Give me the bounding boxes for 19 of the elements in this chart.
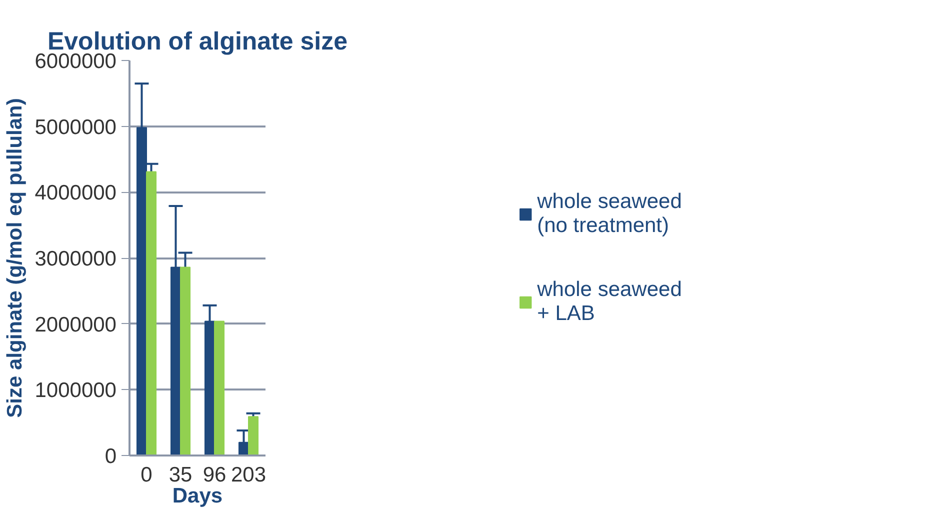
y-tick-label: 5000000 (34, 116, 117, 139)
y-tick-label: 6000000 (34, 50, 117, 73)
legend-label: whole seaweed + LAB (537, 278, 682, 326)
bar (214, 320, 225, 456)
x-tick-label: 203 (230, 464, 266, 486)
y-axis-title: Size alginate (g/mol eq pullulan) (4, 98, 27, 418)
bar (180, 266, 191, 456)
legend-label: whole seaweed (no treatment) (537, 190, 682, 238)
bar (146, 171, 157, 456)
y-tick-label: 4000000 (34, 182, 117, 205)
x-axis-title: Days (172, 484, 223, 508)
y-tick-label: 3000000 (34, 248, 117, 270)
x-tick-label: 96 (202, 464, 226, 486)
x-tick-label: 35 (168, 464, 192, 486)
y-tick-label: 0 (104, 445, 117, 468)
y-tick-label: 2000000 (34, 313, 117, 336)
bar (248, 416, 259, 456)
x-tick-label: 0 (140, 464, 152, 486)
y-tick-label: 1000000 (34, 379, 117, 402)
